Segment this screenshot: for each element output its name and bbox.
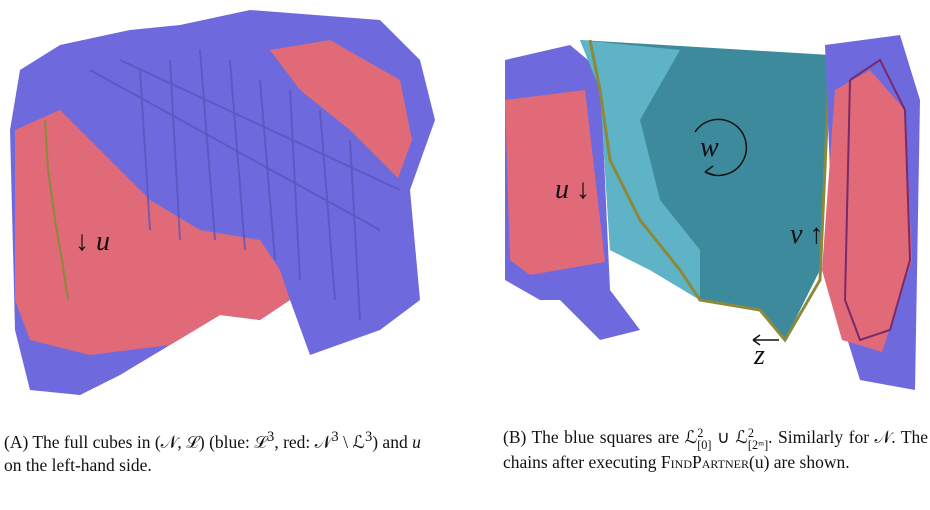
function-name: FindPartner <box>661 452 749 472</box>
variable: u <box>412 432 421 452</box>
label-u: ↓ u <box>75 226 110 257</box>
exponent: 3 <box>331 429 338 445</box>
figure: ↓ u w u ↓ v ↑ z (A) The full cubes in (𝒩… <box>0 0 930 510</box>
caption-a: (A) The full cubes in (𝒩, ℒ) (blue: ℒ 3 , … <box>4 426 429 477</box>
caption-text: (A) The full cubes in (𝒩, ℒ) (blue: ℒ <box>4 432 267 452</box>
label-w: w <box>700 132 719 163</box>
subscript: [2ᵐ] <box>748 440 768 451</box>
caption-text: (B) The blue squares are <box>503 427 679 447</box>
caption-text: , red: <box>274 432 310 452</box>
panel-b-render: w u ↓ v ↑ z <box>505 35 920 390</box>
subscript: [0] <box>697 440 711 451</box>
renderings: ↓ u w u ↓ v ↑ z <box>0 0 930 420</box>
panel-a-render: ↓ u <box>10 10 435 395</box>
operator: ∪ <box>717 427 730 447</box>
symbol: ℒ <box>685 427 698 447</box>
caption-text: ) and <box>372 432 407 452</box>
symbol: ℒ <box>735 427 748 447</box>
caption-text: \ ℒ <box>343 432 365 452</box>
caption-text: on the left-hand side. <box>4 455 152 475</box>
caption-text: (u) are shown. <box>749 452 850 472</box>
label-v: v ↑ <box>790 219 823 250</box>
label-z: z <box>753 340 765 371</box>
symbol: 𝒩 <box>315 432 332 452</box>
label-u: u ↓ <box>555 174 590 205</box>
